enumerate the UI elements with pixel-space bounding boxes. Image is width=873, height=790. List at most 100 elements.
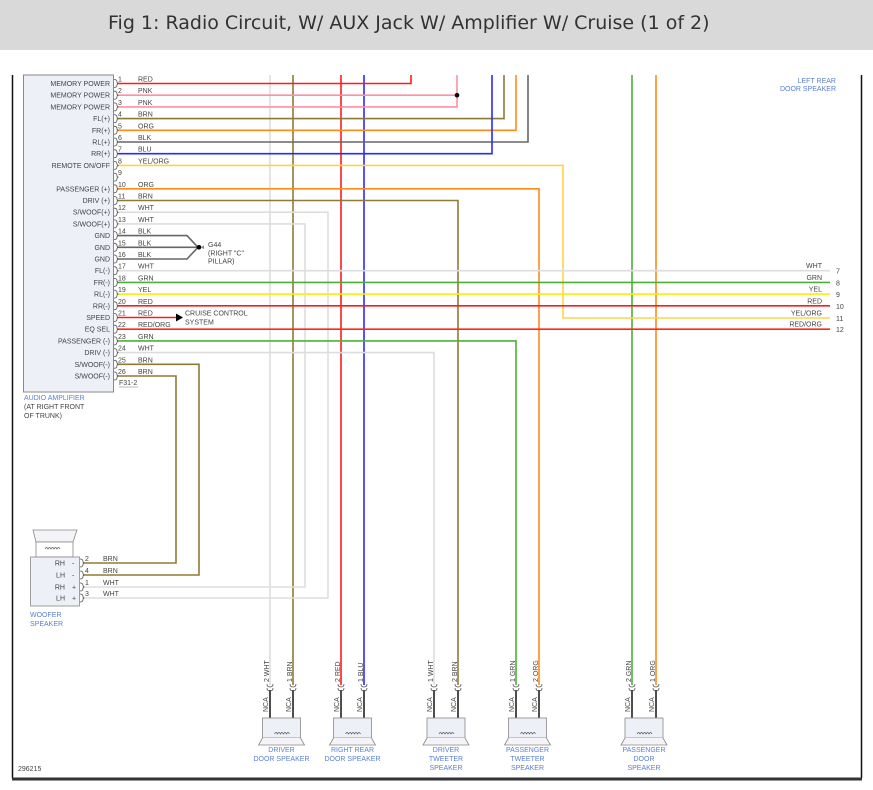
amp-wire-color: BLU (138, 147, 152, 154)
amp-pin-label: PASSENGER (+) (56, 186, 110, 193)
amp-pin-number: 11 (118, 194, 125, 201)
speaker-pin-label: 1 WHT (428, 660, 435, 683)
amp-pin-number: 3 (118, 100, 122, 107)
speaker-magnet-icon (624, 717, 664, 739)
left-rear-speaker-label: LEFT REAR (798, 78, 836, 85)
wire-pin-12 (83, 211, 329, 599)
amp-pin-label: RR(+) (91, 151, 110, 158)
amp-pin-number: 6 (118, 135, 122, 142)
wire-pin-13 (83, 223, 306, 588)
connector-terminal-icon (113, 348, 119, 357)
speaker-name: SPEAKER (429, 765, 462, 772)
speaker-pin-label: 2 WHT (264, 660, 271, 683)
speaker-cone-icon (620, 737, 668, 746)
amp-wire-color: RED (138, 77, 153, 84)
amp-pin-number: 19 (118, 287, 126, 294)
amp-wire-color: WHT (138, 205, 155, 212)
offpage-number: 7 (836, 269, 840, 276)
amp-pin-label: REMOTE ON/OFF (52, 163, 110, 170)
offpage-number: 10 (836, 304, 844, 311)
splice-dot-icon (454, 92, 460, 98)
figure-number: 296215 (18, 766, 41, 773)
woofer-wire-color: WHT (103, 580, 120, 587)
amp-wire-color: ORG (138, 182, 154, 189)
amp-wire-color: BRN (138, 194, 153, 201)
nca-label: NCA (509, 697, 516, 712)
amp-pin-number: 13 (118, 217, 126, 224)
speaker-pin-label: 1 BLU (358, 663, 365, 682)
audio-amplifier-box (23, 74, 114, 393)
wire-pin-25 (83, 363, 200, 576)
speaker-pin-label: 2 ORG (533, 660, 540, 682)
speaker-name: SPEAKER (511, 765, 544, 772)
offpage-wire-color: RED (807, 298, 822, 305)
amp-pin-label: FL(-) (95, 268, 110, 275)
connector-terminal-icon (628, 683, 636, 692)
woofer-pin-polarity: - (72, 561, 75, 568)
cruise-control-label: SYSTEM (185, 320, 214, 327)
amp-pin-number: 22 (118, 322, 126, 329)
amp-pin-number: 23 (118, 334, 126, 341)
figure-title: Fig 1: Radio Circuit, W/ AUX Jack W/ Amp… (108, 12, 710, 34)
connector-terminal-icon (113, 371, 119, 381)
speaker-pin-label: 2 BRN (452, 661, 459, 682)
connector-terminal-icon (454, 683, 462, 692)
speaker-name: DRIVER (268, 747, 294, 754)
wire-pin-16 (117, 246, 199, 260)
offpage-wire-color: WHT (806, 263, 823, 270)
wire-pin-14 (117, 234, 199, 248)
connector-terminal-icon (79, 582, 85, 592)
connector-terminal-icon (266, 683, 274, 692)
speaker-cone-icon (503, 737, 552, 746)
coil-icon (520, 732, 536, 735)
cruise-control-label: CRUISE CONTROL (185, 311, 248, 318)
wire-pin-4 (117, 75, 505, 120)
wire-pin-8 (117, 164, 830, 319)
connector-terminal-icon (113, 324, 119, 334)
nca-label: NCA (286, 697, 293, 712)
amp-pin-label: DRIV (+) (83, 198, 110, 205)
coil-icon (438, 732, 455, 735)
coil-icon (636, 732, 653, 735)
amp-wire-color: WHT (138, 217, 155, 224)
amp-pin-number: 20 (118, 299, 126, 306)
speaker-name: TWEETER (429, 756, 463, 763)
amp-pin-number: 1 (118, 77, 122, 84)
wire-pin-10 (117, 188, 540, 685)
woofer-pin-side: RH (55, 561, 65, 568)
connector-terminal-icon (113, 289, 119, 299)
nca-label: NCA (263, 697, 270, 712)
amplifier-location: (AT RIGHT FRONT (24, 404, 85, 411)
speaker-name: TWEETER (510, 756, 544, 763)
connector-terminal-icon (430, 683, 438, 692)
connector-terminal-icon (535, 683, 543, 692)
coil-icon (274, 732, 290, 735)
connector-terminal-icon (289, 683, 297, 692)
amp-pin-label: SPEED (86, 315, 110, 322)
woofer-name: WOOFER (30, 612, 62, 619)
amp-wire-color: BLK (138, 229, 152, 236)
amp-wire-color: BRN (138, 112, 153, 119)
amp-pin-label: FL(+) (93, 116, 110, 123)
speaker-pin-label: 1 GRN (510, 661, 517, 682)
amp-pin-label: MEMORY POWER (50, 81, 110, 88)
connector-terminal-icon (113, 125, 119, 135)
speaker-name: DOOR SPEAKER (324, 756, 380, 763)
amp-pin-number: 14 (118, 229, 126, 236)
amp-wire-color: WHT (138, 264, 155, 271)
offpage-wire-color: RED/ORG (789, 322, 822, 329)
amp-pin-label: FR(+) (92, 128, 110, 135)
speaker-magnet-icon (333, 717, 372, 739)
woofer-pin-polarity: - (72, 573, 75, 580)
nca-label: NCA (334, 697, 341, 712)
connector-terminal-icon (113, 231, 119, 240)
connector-terminal-icon (113, 359, 119, 369)
connector-terminal-icon (113, 254, 119, 264)
woofer-pin-side: LH (56, 573, 65, 580)
arrow-icon (176, 313, 183, 322)
connector-terminal-icon (113, 102, 119, 112)
amp-wire-color: RED (138, 311, 153, 318)
woofer-wire-color: BRN (103, 568, 118, 575)
amp-wire-color: YEL (138, 287, 151, 294)
speaker-cone-icon (328, 737, 377, 746)
